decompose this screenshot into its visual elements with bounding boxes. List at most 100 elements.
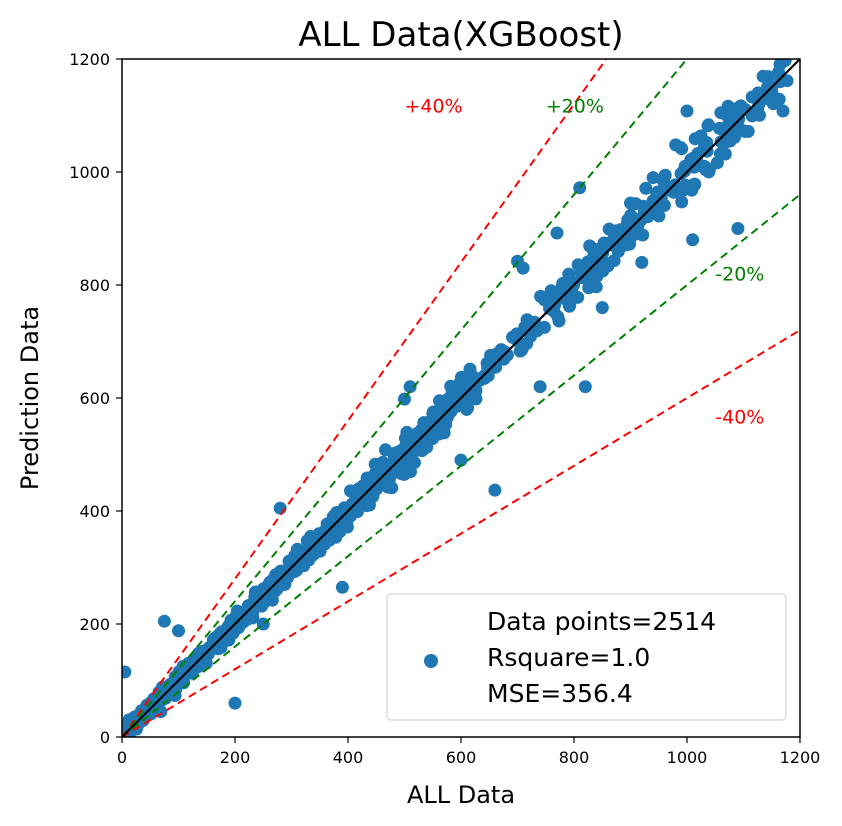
scatter-point — [702, 118, 715, 132]
y-tick-label: 800 — [79, 276, 110, 295]
scatter-point — [176, 659, 190, 673]
scatter-point — [408, 443, 422, 457]
scatter-point — [595, 258, 609, 272]
reference-line-3 — [122, 329, 800, 737]
scatter-point — [608, 239, 622, 253]
scatter-point — [238, 610, 252, 623]
scatter-point — [403, 380, 417, 394]
reference-line-2 — [122, 193, 800, 737]
scatter-point — [700, 136, 714, 149]
scatter-point — [496, 346, 509, 360]
scatter-point — [351, 505, 364, 518]
scatter-point — [419, 419, 433, 433]
x-tick-label: 1000 — [667, 748, 708, 767]
legend-line-3: MSE=356.4 — [487, 679, 633, 708]
scatter-point — [228, 696, 242, 710]
scatter-point — [335, 580, 349, 594]
scatter-point — [302, 553, 316, 567]
scatter-point — [658, 168, 672, 182]
scatter-point — [221, 623, 234, 637]
scatter-point — [389, 465, 403, 479]
y-tick-label: 600 — [79, 389, 110, 408]
scatter-point — [595, 301, 609, 315]
scatter-point — [583, 239, 597, 253]
scatter-point — [621, 216, 634, 230]
scatter-point — [669, 138, 683, 152]
scatter-point — [534, 289, 548, 303]
scatter-point — [172, 624, 185, 638]
scatter-point — [516, 261, 530, 275]
scatter-point — [510, 333, 524, 347]
scatter-point — [718, 125, 732, 139]
scatter-point — [533, 380, 547, 394]
scatter-point — [680, 104, 694, 118]
scatter-point — [419, 435, 433, 449]
scatter-point — [761, 70, 775, 84]
scatter-point — [407, 456, 421, 470]
scatter-point — [454, 453, 468, 467]
scatter-point — [714, 135, 728, 149]
scatter-point — [578, 380, 592, 394]
scatter-point — [157, 614, 171, 628]
scatter-point — [189, 659, 203, 673]
legend: Data points=2514 Rsquare=1.0 MSE=356.4 — [386, 593, 787, 721]
scatter-point — [652, 209, 666, 223]
x-tick-label: 600 — [446, 748, 477, 767]
y-tick-label: 400 — [79, 502, 110, 521]
scatter-point — [688, 132, 702, 146]
scatter-point — [686, 233, 700, 247]
scatter-point — [666, 184, 680, 198]
legend-marker — [424, 654, 438, 668]
reference-line-label: -40% — [715, 406, 764, 428]
y-tick-label: 1000 — [69, 163, 110, 182]
scatter-point — [375, 461, 389, 475]
plot-area — [122, 59, 800, 737]
legend-box — [386, 593, 787, 721]
scatter-point — [637, 199, 651, 213]
scatter-point — [290, 542, 304, 556]
legend-line-2: Rsquare=1.0 — [487, 643, 650, 672]
scatter-point — [443, 405, 457, 419]
scatter-point — [628, 227, 642, 241]
scatter-point — [778, 59, 792, 67]
scatter-point — [581, 255, 595, 269]
scatter-point — [550, 226, 564, 240]
scatter-point — [481, 360, 495, 374]
x-axis-label: ALL Data — [407, 781, 515, 809]
scatter-point — [285, 563, 299, 577]
scatter-point — [528, 315, 541, 329]
x-tick-label: 1200 — [780, 748, 821, 767]
scatter-point — [752, 98, 766, 111]
scatter-point — [646, 171, 660, 185]
scatter-point — [552, 314, 566, 328]
y-tick-label: 200 — [79, 615, 110, 634]
scatter-point — [381, 480, 395, 494]
scatter-point — [398, 431, 412, 445]
identity-line — [122, 59, 800, 737]
scatter-point — [320, 527, 334, 540]
x-tick-label: 400 — [333, 748, 364, 767]
scatter-point — [563, 284, 577, 298]
scatter-point — [585, 270, 599, 284]
scatter-point — [731, 222, 745, 235]
scatter-point — [144, 705, 157, 719]
x-tick-label: 0 — [117, 748, 127, 767]
y-tick-label: 0 — [100, 728, 110, 747]
reference-line-label: -20% — [715, 263, 764, 285]
scatter-point — [488, 483, 502, 497]
scatter-point — [264, 578, 278, 592]
scatter-point — [310, 534, 324, 547]
scatter-point — [675, 195, 689, 209]
reference-line-1 — [122, 59, 688, 737]
chart-title: ALL Data(XGBoost) — [298, 15, 623, 55]
scatter-point — [635, 255, 649, 269]
scatter-point — [431, 418, 445, 432]
y-tick-label: 1200 — [69, 50, 110, 69]
scatter-point — [624, 196, 637, 210]
y-axis-label: Prediction Data — [16, 306, 44, 490]
scatter-point — [445, 389, 458, 403]
scatter-point — [639, 181, 653, 195]
reference-line-label: +20% — [546, 96, 604, 118]
reference-lines — [122, 59, 800, 737]
